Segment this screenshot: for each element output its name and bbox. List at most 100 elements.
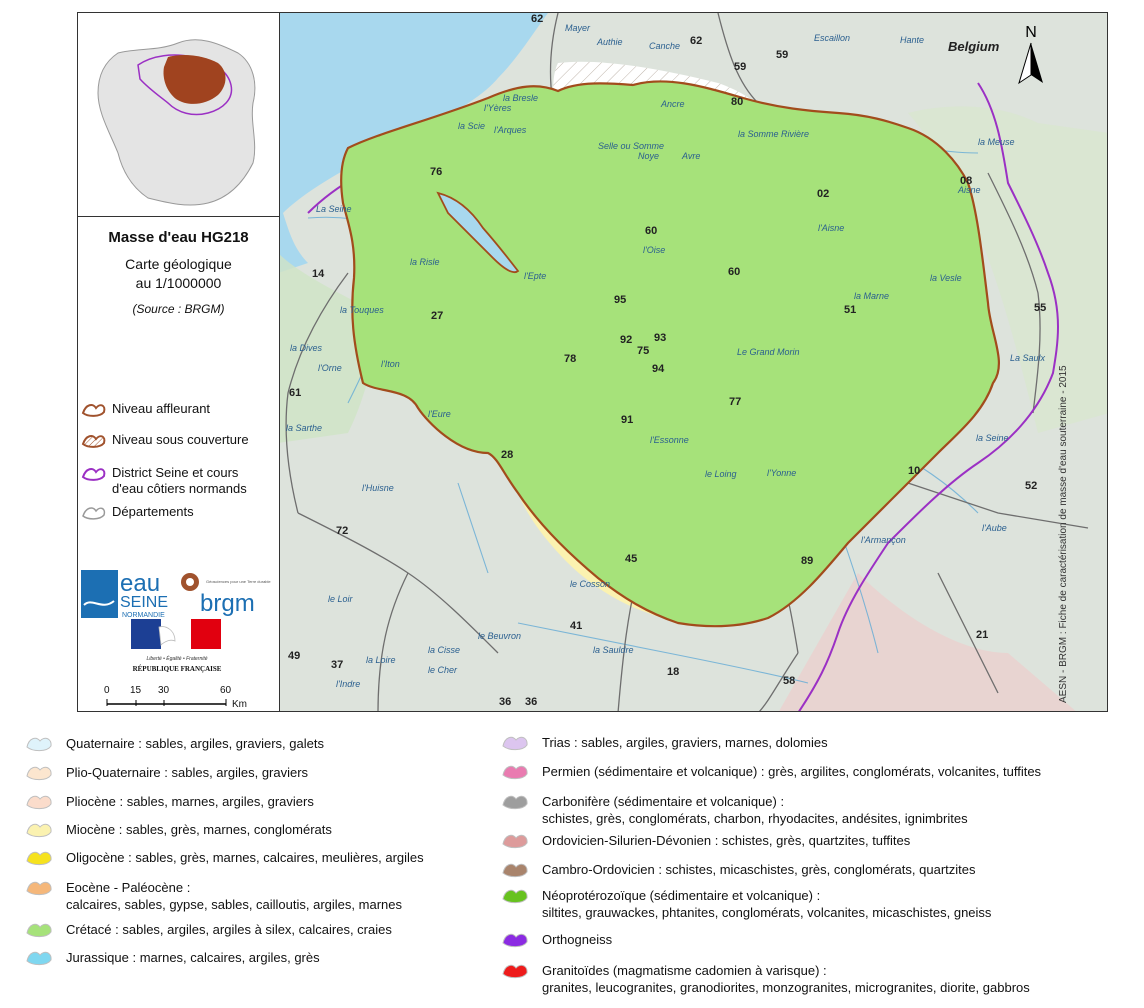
river-label: la Marne: [854, 291, 890, 301]
department-label: 18: [667, 666, 680, 678]
department-label: 02: [817, 188, 830, 200]
river-label: Canche: [649, 41, 681, 51]
legend-under-cover-label: Niveau sous couverture: [112, 432, 249, 447]
legend-swatch-icon: [502, 765, 528, 780]
brgm-tagline: Géosciences pour une Terre durable: [206, 579, 271, 584]
legend-district-label: District Seine et cours: [112, 465, 239, 480]
legend-item-label: Carbonifère (sédimentaire et volcanique)…: [542, 794, 785, 809]
legend-item-label: Granitoïdes (magmatisme cadomien à varis…: [542, 963, 827, 978]
department-label: 52: [1025, 480, 1038, 492]
river-label: le Loir: [328, 594, 353, 604]
department-label: 59: [734, 61, 747, 73]
legend-swatch-icon: [26, 795, 52, 810]
department-label: 10: [908, 465, 921, 477]
map-title: Masse d'eau HG218: [108, 229, 249, 246]
scale-line: [106, 699, 227, 706]
eau-logo-text: eau: [120, 570, 160, 597]
river-label: Noye: [638, 151, 660, 161]
estuary-channel: [436, 191, 520, 273]
river-label: Ancre: [661, 99, 685, 109]
department-label: 89: [801, 555, 814, 567]
department-label: 72: [336, 525, 349, 537]
rf-motto: Liberté • Égalité • Fraternité: [146, 655, 207, 662]
map-legend-panel: Masse d'eau HG218 Carte géologique au 1/…: [78, 13, 280, 711]
river-label: l'Yonne: [767, 468, 797, 478]
legend-item-label: Orthogneiss: [542, 932, 613, 947]
legend-item-label: Oligocène : sables, grès, marnes, calcai…: [66, 850, 424, 865]
sea-estuary: [278, 213, 308, 273]
department-label: 55: [1034, 302, 1047, 314]
river-label: Le Grand Morin: [737, 347, 800, 357]
legend-swatch-icon: [502, 933, 528, 948]
river-label: le Loing: [705, 469, 737, 479]
department-label: 08: [960, 175, 973, 187]
department-label: 75: [637, 345, 650, 357]
water-body-inset: [163, 55, 226, 104]
river-label: la Scie: [458, 121, 486, 131]
legend-swatch-icon: [26, 823, 52, 838]
map-credit: AESN - BRGM : Fiche de caractérisation d…: [1058, 365, 1069, 703]
legend-item-label: Néoprotérozoïque (sédimentaire et volcan…: [542, 888, 821, 903]
legend-item-label: calcaires, sables, gypse, sables, caillo…: [66, 897, 402, 912]
brgm-logo-text: brgm: [200, 590, 255, 617]
river-label: la Sauldre: [593, 645, 634, 655]
river-label: l'Iton: [381, 359, 400, 369]
legend-swatch-icon: [26, 881, 52, 896]
river-label: la Cisse: [428, 645, 461, 655]
river-label: Authie: [597, 37, 623, 47]
river-label: l'Arques: [494, 125, 527, 135]
river-label: l'Huisne: [362, 483, 394, 493]
map-subtitle: Carte géologique: [125, 256, 232, 272]
department-label: 41: [570, 620, 583, 632]
legend-item-label: Crétacé : sables, argiles, argiles à sil…: [66, 922, 392, 937]
department-label: 60: [728, 266, 741, 278]
map-source: (Source : BRGM): [132, 302, 225, 316]
map-scale-subtitle: au 1/1000000: [135, 275, 222, 291]
river-label: Aisne: [958, 185, 981, 195]
legend-item-label: Eocène - Paléocène :: [66, 880, 191, 895]
river-label: l'Epte: [524, 271, 547, 281]
map-frame: Masse d'eau HG218 Carte géologique au 1/…: [77, 12, 1108, 712]
scale-bar: 0 15 30 60 Km: [104, 685, 256, 711]
legend-swatch-icon: [502, 736, 528, 751]
river-label: le Beuvron: [478, 631, 522, 641]
legend-swatch-icon: [26, 951, 52, 966]
river-label: le Cosson: [570, 579, 611, 589]
legend-swatch-icon: [26, 851, 52, 866]
legend-item-label: Pliocène : sables, marnes, argiles, grav…: [66, 794, 314, 809]
country-label-belgium: Belgium: [948, 39, 1000, 54]
department-label: 80: [731, 96, 744, 108]
river-label: Escaillon: [814, 33, 851, 43]
river-label: La Seine: [316, 204, 352, 214]
legend-swatch-icon: [502, 834, 528, 849]
river-label: la Touques: [340, 305, 384, 315]
river-label: la Vesle: [930, 273, 962, 283]
department-label: 60: [645, 225, 658, 237]
outcrop-symbol-icon: [81, 404, 106, 417]
department-label: 95: [614, 294, 627, 306]
department-label: 62: [531, 13, 544, 25]
legend-item-label: Cambro-Ordovicien : schistes, micaschist…: [542, 862, 976, 877]
river-label: Avre: [682, 151, 701, 161]
seine-logo-text: SEINE: [120, 594, 168, 611]
department-label: 77: [729, 396, 742, 408]
scale-tick-15: 15: [130, 685, 142, 696]
river-label: le Cher: [428, 665, 458, 675]
river-label: l'Oise: [643, 245, 666, 255]
legend-item-label: Ordovicien-Silurien-Dévonien : schistes,…: [542, 833, 911, 848]
department-label: 45: [625, 553, 638, 565]
river-label: l'Armançon: [861, 535, 906, 545]
under-cover-symbol-icon: [81, 435, 106, 448]
department-label: 49: [288, 650, 301, 662]
legend-district-label-2: d'eau côtiers normands: [112, 481, 247, 496]
scale-tick-60: 60: [220, 685, 232, 696]
river-label: Hante: [900, 35, 925, 45]
river-label: l'Eure: [428, 409, 451, 419]
legend-swatch-icon: [26, 766, 52, 781]
legend-swatch-icon: [502, 889, 528, 904]
river-label: la Loire: [366, 655, 396, 665]
river-label: l'Aube: [982, 523, 1007, 533]
river-label: l'Yères: [484, 103, 512, 113]
faded-geology-east: [908, 106, 1107, 433]
department-label: 36: [525, 696, 538, 708]
